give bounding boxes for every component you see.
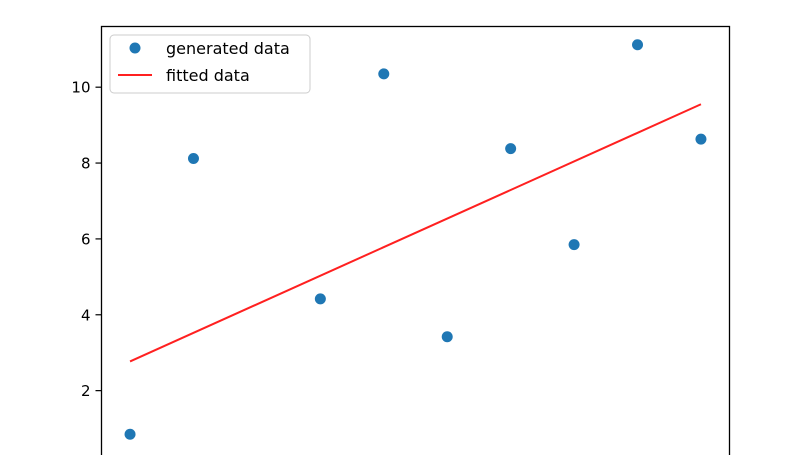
legend-box [109,34,311,94]
data-point [187,153,199,164]
y-axis-ticks: 2 4 6 8 10 [71,79,102,400]
data-point [378,68,390,80]
data-point [124,428,136,440]
data-point [441,331,453,343]
y-tick-label: 4 [81,306,91,324]
y-tick-label: 8 [81,155,91,173]
data-point [314,293,326,305]
fitted-line-layer [129,103,702,363]
y-tick-label: 2 [81,382,91,400]
fitted-line [129,103,702,363]
y-tick-label: 6 [81,230,91,248]
data-point [632,39,644,51]
legend-label-generated: generated data [166,39,290,58]
plot-frame [100,25,731,455]
data-point [568,239,580,251]
legend-marker-generated [129,42,141,54]
legend: generated data fitted data [109,34,311,94]
data-point [505,143,517,155]
legend-label-fitted: fitted data [166,66,250,85]
y-tick-label: 10 [71,79,90,97]
scatter-points-layer [124,39,707,440]
data-point [695,133,707,145]
